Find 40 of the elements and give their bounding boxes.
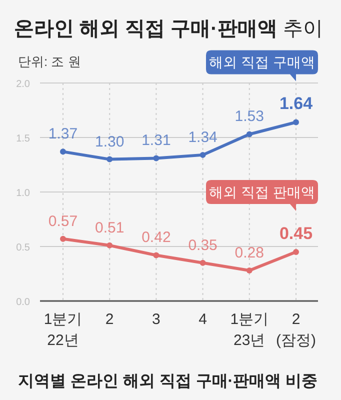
point xyxy=(246,131,252,138)
x-tick-label: 2 (잠정) xyxy=(276,311,316,349)
y-tick-label: 1.0 xyxy=(16,188,30,199)
y-tick-label: 0.5 xyxy=(16,242,30,254)
x-tick-label: 1분기 23년 xyxy=(230,311,269,349)
data-label: 1.34 xyxy=(188,128,218,146)
data-label: 1.64 xyxy=(279,94,314,114)
point xyxy=(106,242,113,248)
y-tick-label: 0.0 xyxy=(16,297,30,308)
text: 지역별 온라인 해외 직접 구매·판매액 비중 xyxy=(18,373,318,390)
data-label: 1.30 xyxy=(95,133,124,150)
point xyxy=(246,267,252,274)
point xyxy=(293,248,299,255)
data-label: 1.53 xyxy=(234,108,264,126)
data-label: 1.37 xyxy=(48,126,78,143)
point xyxy=(153,252,160,258)
data-label: 0.45 xyxy=(279,224,313,243)
y-tick-label: 1.5 xyxy=(16,134,30,144)
text: 해외 직접 판매액 xyxy=(209,184,315,200)
data-label: 1.31 xyxy=(142,132,171,150)
data-label: 0.51 xyxy=(95,219,124,236)
point xyxy=(60,236,66,242)
point xyxy=(60,148,66,155)
text: 해외 직접 구매액 xyxy=(209,54,315,70)
x-tick-label: 2 xyxy=(105,311,114,328)
data-label: 0.28 xyxy=(234,244,264,262)
point xyxy=(106,156,113,162)
point xyxy=(200,260,206,266)
chart-subtitle: 단위: 조 원 xyxy=(18,54,81,69)
data-label: 0.35 xyxy=(188,236,218,254)
x-tick-label: 3 xyxy=(152,311,160,328)
data-label: 0.42 xyxy=(142,229,171,246)
chart-title: 온라인 해외 직접 구매·판매액 추이 xyxy=(14,18,323,40)
point xyxy=(200,152,206,158)
point xyxy=(153,155,160,162)
point xyxy=(293,119,299,126)
data-label: 0.57 xyxy=(48,212,78,230)
x-tick-label: 1분기 22년 xyxy=(44,311,82,349)
x-tick-label: 4 xyxy=(198,311,207,328)
y-tick-label: 2.0 xyxy=(16,79,30,90)
